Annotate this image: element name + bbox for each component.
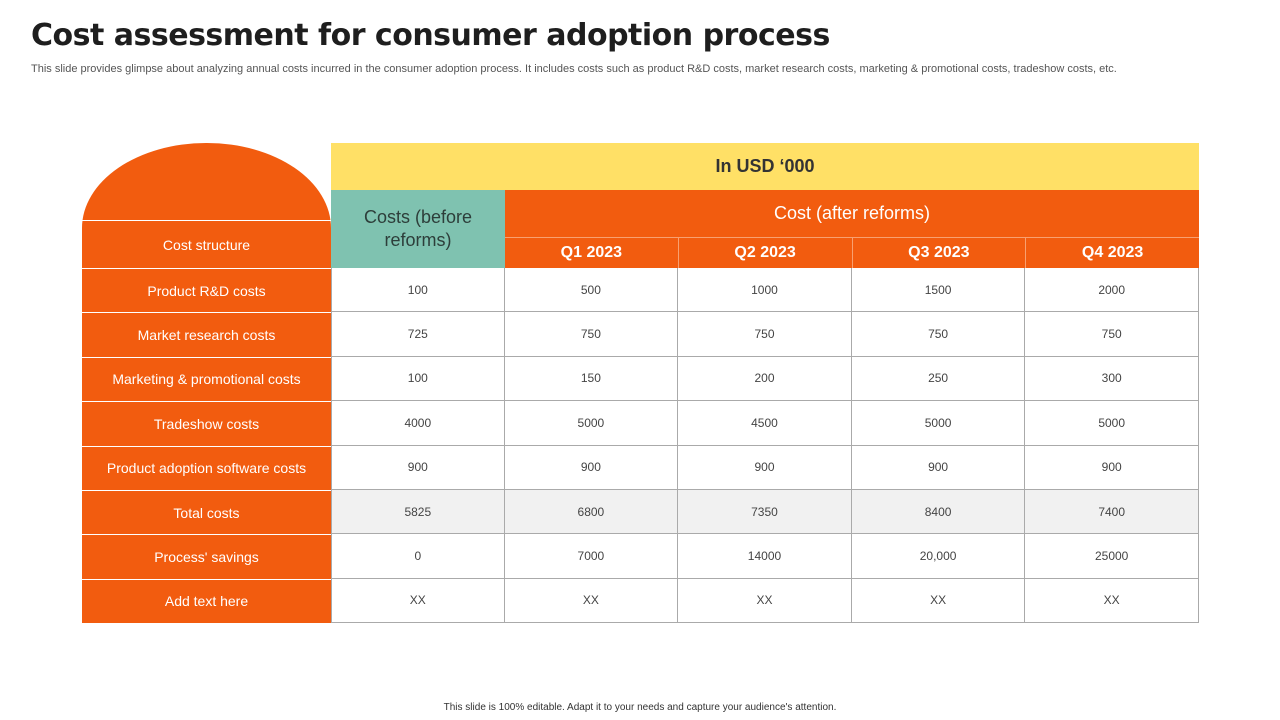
- table-cell: 750: [504, 312, 679, 357]
- divider: [82, 220, 331, 221]
- table-row: Marketing & promotional costs 100 150 200 25…: [82, 356, 1199, 402]
- table-row: Market research costs 725 750 750 750 750: [82, 312, 1199, 357]
- table-cell: 5000: [851, 401, 1026, 446]
- table-cell: 100: [331, 356, 505, 402]
- quarter-header: Q3 2023: [851, 238, 1026, 268]
- table-row: Product R&D costs 100 500 1000 1500 2000: [82, 268, 1199, 313]
- unit-header: In USD ‘000: [331, 143, 1199, 190]
- table-cell: 5000: [1025, 401, 1199, 446]
- table-cell: 8400: [851, 489, 1026, 535]
- table-row: Tradeshow costs 4000 5000 4500 5000 5000: [82, 401, 1199, 446]
- table-cell: 250: [851, 356, 1026, 402]
- dome-header-shape: [82, 143, 331, 268]
- table-cell: 900: [678, 445, 852, 490]
- table-cell: 1000: [678, 268, 852, 313]
- table-cell: 750: [851, 312, 1026, 357]
- table-cell: XX: [331, 578, 505, 624]
- after-reforms-header: Cost (after reforms): [505, 190, 1199, 237]
- cost-structure-header: Cost structure: [162, 236, 251, 253]
- table-cell: 1500: [851, 268, 1026, 313]
- table-cell: 5000: [504, 401, 679, 446]
- quarter-header: Q1 2023: [505, 238, 678, 268]
- row-label: Market research costs: [82, 312, 331, 357]
- cost-table: Product R&D costs 100 500 1000 1500 2000 Marke…: [82, 268, 1199, 624]
- table-cell: 7000: [504, 534, 679, 579]
- row-label: Process' savings: [82, 534, 331, 579]
- table-cell: XX: [504, 578, 679, 624]
- table-cell: 25000: [1025, 534, 1199, 579]
- table-cell: 6800: [504, 489, 679, 535]
- table-cell: 900: [331, 445, 505, 490]
- table-cell: 7350: [678, 489, 852, 535]
- row-label: Product R&D costs: [82, 268, 331, 313]
- quarter-header: Q2 2023: [677, 238, 852, 268]
- table-cell: 900: [504, 445, 679, 490]
- page-title: Cost assessment for consumer adoption pr…: [31, 18, 830, 53]
- table-cell: 100: [331, 268, 505, 313]
- table-cell: 2000: [1025, 268, 1199, 313]
- table-cell: 4500: [678, 401, 852, 446]
- table-cell: 7400: [1025, 489, 1199, 535]
- row-label: Add text here: [82, 578, 331, 624]
- table-cell: XX: [851, 578, 1026, 624]
- table-row: Total costs 5825 6800 7350 8400 7400: [82, 489, 1199, 535]
- table-cell: 900: [851, 445, 1026, 490]
- table-row: Product adoption software costs 900 900 900…: [82, 445, 1199, 490]
- table-cell: 900: [1025, 445, 1199, 490]
- footer-note: This slide is 100% editable. Adapt it to…: [443, 702, 837, 713]
- table-cell: 20,000: [851, 534, 1026, 579]
- table-cell: XX: [1025, 578, 1199, 624]
- table-cell: 4000: [331, 401, 505, 446]
- quarter-header-row: Q1 2023 Q2 2023 Q3 2023 Q4 2023: [505, 237, 1199, 268]
- table-cell: 300: [1025, 356, 1199, 402]
- row-label: Total costs: [82, 489, 331, 535]
- table-cell: XX: [678, 578, 852, 624]
- table-row: Process' savings 0 7000 14000 20,000 25000: [82, 534, 1199, 579]
- row-label: Marketing & promotional costs: [82, 356, 331, 402]
- before-reforms-header: Costs (before reforms): [331, 190, 505, 268]
- row-label: Product adoption software costs: [82, 445, 331, 490]
- quarter-header: Q4 2023: [1025, 238, 1199, 268]
- table-cell: 750: [678, 312, 852, 357]
- row-label: Tradeshow costs: [82, 401, 331, 446]
- page-subtitle: This slide provides glimpse about analyz…: [31, 63, 1117, 75]
- table-cell: 750: [1025, 312, 1199, 357]
- table-cell: 0: [331, 534, 505, 579]
- table-cell: 725: [331, 312, 505, 357]
- table-cell: 200: [678, 356, 852, 402]
- table-cell: 150: [504, 356, 679, 402]
- table-cell: 5825: [331, 489, 505, 535]
- table-cell: 14000: [678, 534, 852, 579]
- table-cell: 500: [504, 268, 679, 313]
- table-row: Add text here XX XX XX XX XX: [82, 578, 1199, 624]
